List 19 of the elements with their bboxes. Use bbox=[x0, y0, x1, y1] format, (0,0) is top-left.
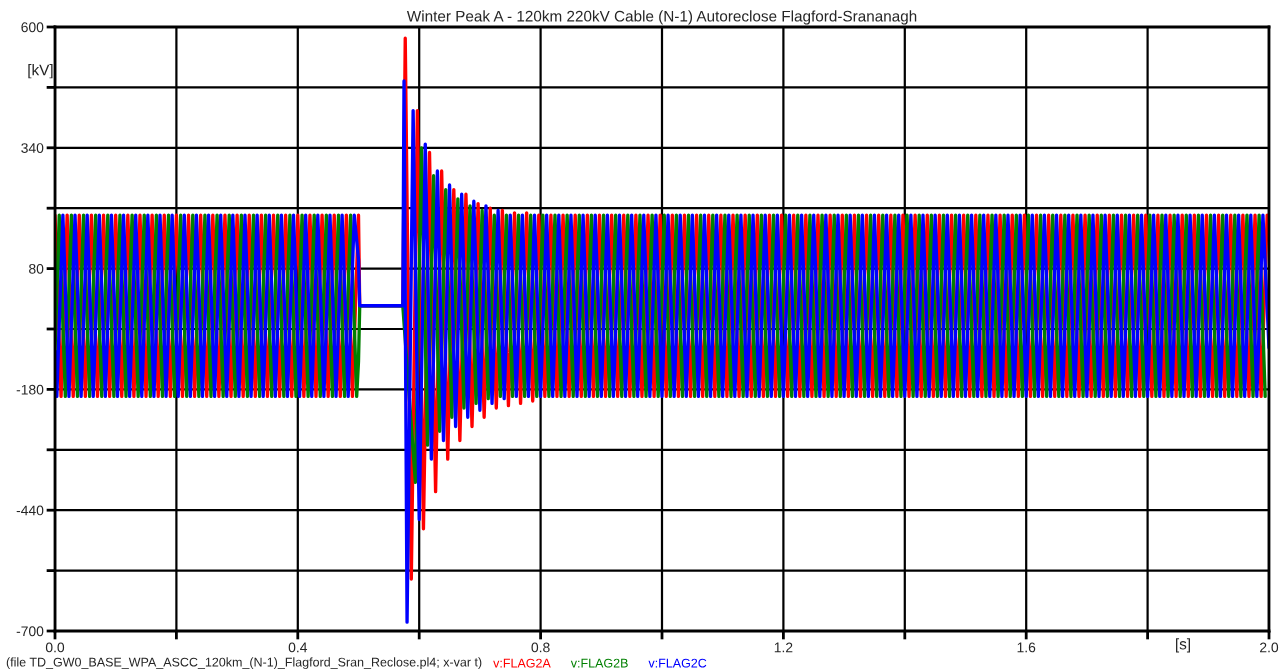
text: v:FLAG2C bbox=[648, 658, 707, 668]
x-tick-label: 0.0 bbox=[45, 642, 65, 653]
x-tick-label: 0.4 bbox=[288, 642, 308, 653]
x-tick-label: 2.0 bbox=[1260, 642, 1279, 653]
y-tick-label: -700 bbox=[16, 626, 44, 637]
y-tick-label: -440 bbox=[16, 505, 44, 516]
x-tick-label: 1.2 bbox=[774, 642, 793, 653]
y-axis-title: [kV] bbox=[28, 64, 53, 79]
y-tick-label: -180 bbox=[16, 384, 44, 395]
y-tick-label: 80 bbox=[29, 263, 44, 274]
text: (file TD_GW0_BASE_WPA_ASCC_120km_(N-1)_Flagford_Sran_Reclose.pl4; x-var t) bbox=[6, 657, 482, 669]
y-tick-label: 340 bbox=[21, 143, 44, 153]
chart-title: Winter Peak A - 120km 220kV Cable (N-1) Autoreclose Flagford-Srananagh bbox=[406, 10, 917, 25]
text: v:FLAG2A bbox=[493, 658, 551, 668]
x-axis-title: [s] bbox=[1176, 638, 1190, 653]
text: v:FLAG2B bbox=[570, 658, 628, 668]
x-tick-label: 1.6 bbox=[1017, 642, 1036, 653]
x-tick-label: 0.8 bbox=[531, 642, 550, 653]
y-tick-label: 600 bbox=[21, 22, 44, 33]
